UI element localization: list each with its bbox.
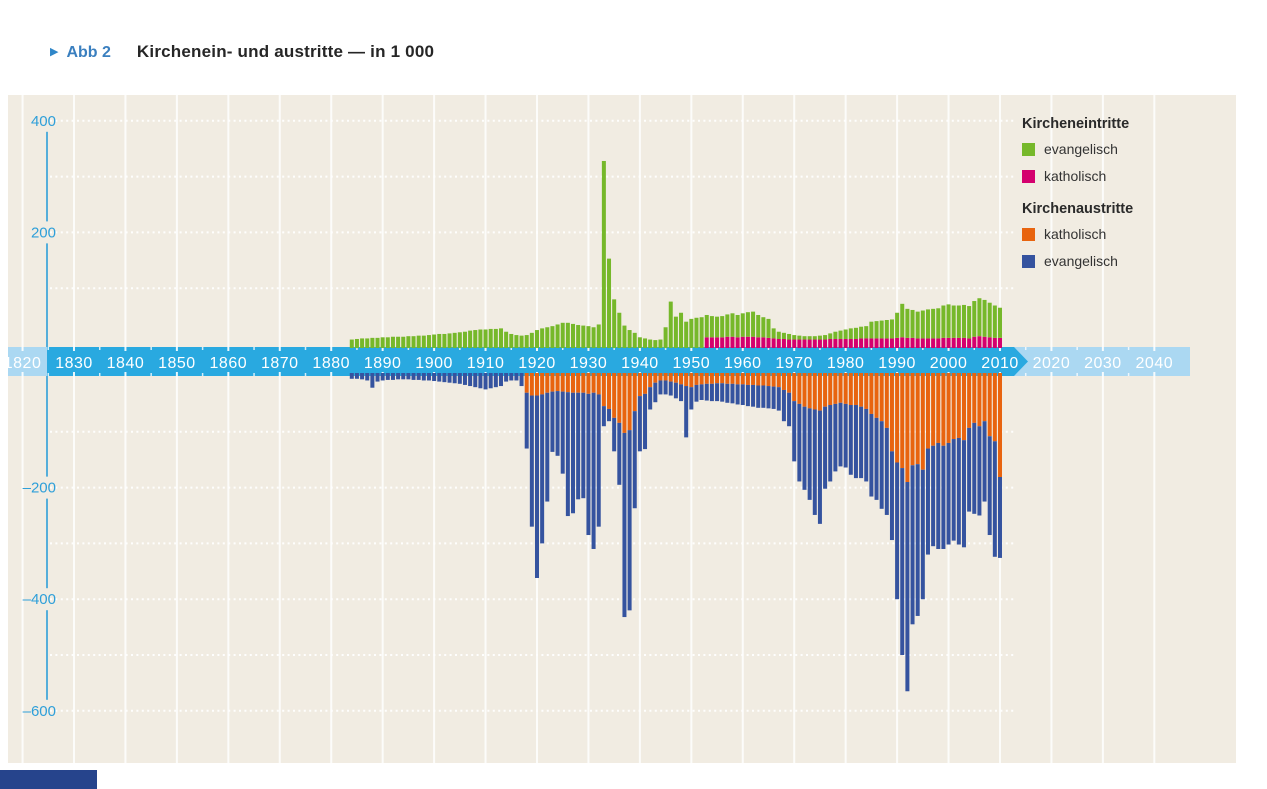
- svg-text:1940: 1940: [621, 355, 659, 372]
- svg-text:200: 200: [31, 224, 56, 241]
- legend-label: katholisch: [1044, 168, 1107, 184]
- figure-title: Kirchenein- und austritte — in 1 000: [136, 42, 435, 61]
- svg-text:1820: 1820: [4, 355, 42, 372]
- svg-text:2040: 2040: [1136, 355, 1174, 372]
- figure-marker-icon: ▶: [50, 46, 59, 58]
- legend-item-austritte-katholisch: katholisch: [1022, 226, 1232, 242]
- legend-item-austritte-evangelisch: evangelisch: [1022, 253, 1232, 269]
- svg-text:–600: –600: [23, 703, 56, 720]
- legend-label: evangelisch: [1044, 141, 1118, 157]
- swatch-eintritte-evangelisch: [1022, 142, 1035, 156]
- legend-label: katholisch: [1044, 226, 1107, 242]
- svg-text:1930: 1930: [570, 355, 608, 372]
- svg-text:1980: 1980: [827, 355, 865, 372]
- legend: Kircheneintritte evangelisch katholisch …: [1022, 116, 1232, 280]
- svg-text:1860: 1860: [210, 355, 248, 372]
- swatch-eintritte-katholisch: [1022, 169, 1035, 183]
- svg-text:1850: 1850: [158, 355, 196, 372]
- svg-text:–200: –200: [23, 480, 56, 497]
- svg-text:1920: 1920: [518, 355, 556, 372]
- svg-text:1880: 1880: [312, 355, 350, 372]
- svg-text:1840: 1840: [107, 355, 145, 372]
- svg-text:1910: 1910: [467, 355, 505, 372]
- timeline-arrow: [1014, 347, 1028, 376]
- swatch-austritte-katholisch: [1022, 227, 1035, 241]
- legend-item-eintritte-evangelisch: evangelisch: [1022, 141, 1232, 157]
- figure-header: ▶ Abb 2 Kirchenein- und austritte — in 1…: [50, 42, 434, 62]
- svg-text:2020: 2020: [1033, 355, 1071, 372]
- svg-text:1900: 1900: [415, 355, 453, 372]
- svg-text:1890: 1890: [364, 355, 402, 372]
- svg-text:1990: 1990: [878, 355, 916, 372]
- svg-text:2010: 2010: [981, 355, 1019, 372]
- timeline-band-dark: [47, 347, 1014, 376]
- svg-text:–400: –400: [23, 591, 56, 608]
- svg-text:1950: 1950: [673, 355, 711, 372]
- svg-text:2000: 2000: [930, 355, 968, 372]
- svg-text:1970: 1970: [775, 355, 813, 372]
- svg-text:1830: 1830: [55, 355, 93, 372]
- legend-exits-title: Kirchenaustritte: [1022, 201, 1134, 217]
- svg-text:1870: 1870: [261, 355, 299, 372]
- legend-entries-title: Kircheneintritte: [1022, 116, 1130, 132]
- figure-label: Abb 2: [66, 44, 111, 61]
- svg-text:400: 400: [31, 113, 56, 130]
- svg-text:1960: 1960: [724, 355, 762, 372]
- svg-text:2030: 2030: [1084, 355, 1122, 372]
- legend-item-eintritte-katholisch: katholisch: [1022, 168, 1232, 184]
- legend-label: evangelisch: [1044, 253, 1118, 269]
- page-corner-bar: [0, 770, 97, 789]
- swatch-austritte-evangelisch: [1022, 254, 1035, 268]
- chart-panel-bg: [8, 95, 1236, 763]
